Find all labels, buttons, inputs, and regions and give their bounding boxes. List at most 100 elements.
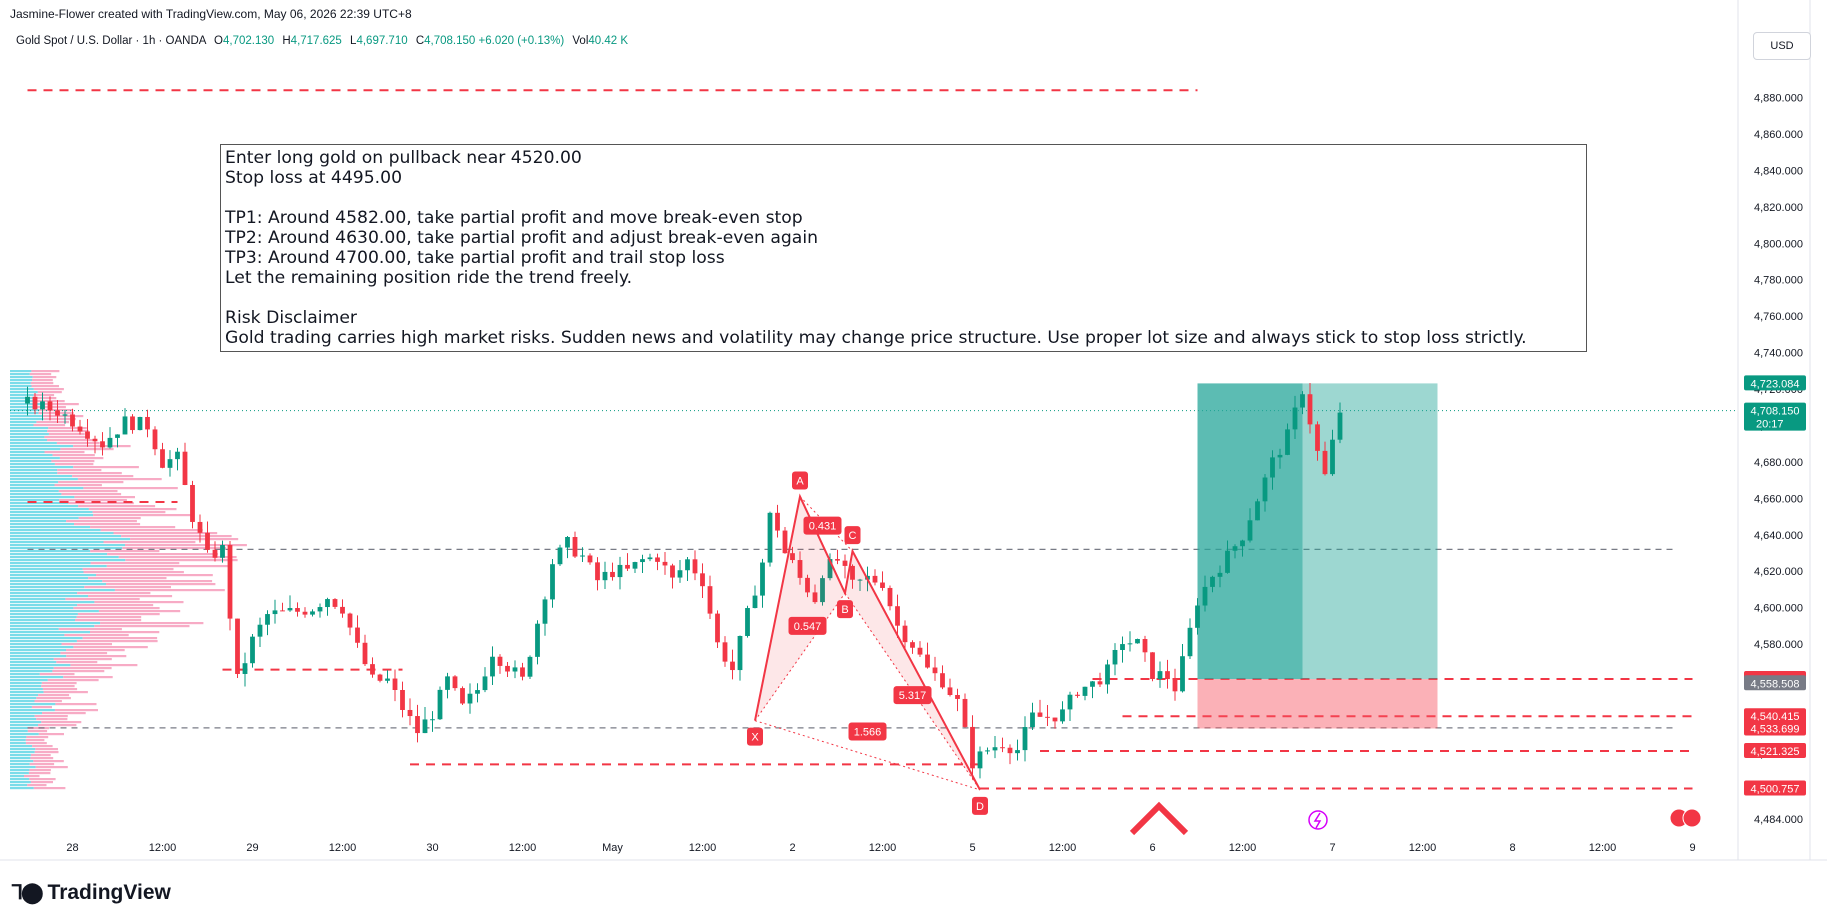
y-tick-label: 4,780.000 [1754, 275, 1803, 287]
y-tick-label: 4,800.000 [1754, 238, 1803, 250]
candle-body [572, 537, 578, 557]
price-label-countdown: 20:17 [1756, 419, 1784, 431]
profile-bar-down [100, 622, 204, 625]
candle-body [295, 608, 300, 612]
profile-bar-down [77, 478, 162, 481]
profile-bar-up [10, 709, 55, 712]
candle-body [1232, 546, 1238, 551]
profile-bar-down [54, 463, 94, 466]
profile-bar-down [77, 592, 151, 595]
candle-body [1247, 520, 1253, 541]
profile-bar-up [10, 445, 74, 448]
candle-body [100, 441, 105, 448]
profile-bar-down [70, 664, 138, 667]
price-label-badge [1744, 675, 1806, 691]
profile-bar-down [43, 418, 76, 421]
profile-bar-up [10, 439, 47, 442]
x-tick-label: May [602, 842, 623, 854]
profile-bar-up [10, 664, 71, 667]
pattern-point-badge [972, 796, 988, 815]
candle-body [647, 557, 653, 560]
candle-body [1030, 712, 1035, 728]
candle-body [850, 565, 855, 580]
volume-profile [10, 370, 247, 790]
profile-bar-up [10, 370, 32, 373]
profile-bar-down [27, 784, 47, 787]
profile-bar-up [10, 469, 58, 472]
profile-bar-up [10, 640, 77, 643]
profile-bar-down [25, 739, 45, 742]
profile-bar-up [10, 721, 42, 724]
candle-body [700, 573, 705, 587]
profile-bar-up [10, 535, 122, 538]
candle-body [332, 599, 338, 607]
candle-body [1195, 605, 1200, 628]
tradingview-brand: ⅂⬤ TradingView [12, 880, 171, 905]
candle-body [512, 667, 518, 672]
candle-body [970, 726, 975, 769]
candle-body [1210, 576, 1215, 587]
candle-body [1262, 477, 1268, 502]
candle-body [640, 559, 645, 563]
xabcd-pattern[interactable]: X A B C D 0.431 0.547 5.317 1.566 [747, 471, 988, 815]
profile-bar-down [35, 766, 68, 769]
candle-body [370, 664, 375, 675]
pattern-point-badge [844, 526, 861, 545]
open-label: O [214, 35, 223, 47]
profile-bar-down [29, 763, 55, 766]
profile-bar-up [10, 724, 38, 727]
profile-bar-down [63, 676, 113, 679]
candle-body [655, 557, 660, 562]
profile-bar-down [41, 682, 77, 685]
candle-body [707, 586, 713, 614]
profile-bar-down [41, 685, 75, 688]
profile-bar-down [75, 619, 142, 622]
candle-body [812, 592, 818, 603]
candle-body [317, 607, 323, 612]
profile-bar-up [10, 589, 115, 592]
profile-bar-down [36, 718, 68, 721]
candle-body [1120, 644, 1125, 650]
candle-body [385, 678, 390, 681]
note-line: TP3: Around 4700.00, take partial profit… [225, 248, 725, 268]
candle-body [610, 571, 615, 578]
profile-bar-down [82, 637, 158, 640]
profile-bar-up [10, 547, 123, 550]
candle-body [47, 401, 53, 411]
candle-body [272, 610, 278, 615]
profile-bar-up [10, 739, 26, 742]
candle-body [880, 582, 885, 588]
profile-bar-down [36, 421, 70, 424]
profile-bar-up [10, 634, 65, 637]
price-label-badge [1744, 720, 1806, 736]
candle-body [587, 555, 593, 563]
candle-body [347, 613, 353, 628]
profile-bar-up [10, 532, 114, 535]
profile-bar-up [10, 493, 62, 496]
pattern-triangle-xab [755, 496, 845, 721]
profile-bar-up [10, 706, 32, 709]
candle-body [1255, 501, 1260, 521]
candle-body [617, 564, 623, 578]
candle-body [1277, 454, 1283, 458]
candle-body [1000, 747, 1005, 749]
candle-body [955, 694, 960, 699]
profile-bar-down [78, 505, 156, 508]
candle-body [445, 676, 450, 690]
note-line: Enter long gold on pullback near 4520.00 [225, 148, 582, 168]
profile-bar-down [30, 781, 53, 784]
profile-bar-down [114, 589, 225, 592]
candle-body [722, 642, 728, 662]
candle-body [145, 416, 150, 430]
profile-bar-down [90, 550, 160, 553]
profile-bar-down [47, 679, 99, 682]
trade-plan-note[interactable]: Enter long gold on pullback near 4520.00… [220, 144, 1587, 352]
currency-button[interactable]: USD [1753, 32, 1811, 60]
profile-bar-up [10, 568, 83, 571]
profile-bar-up [10, 481, 59, 484]
profile-bar-down [27, 730, 48, 733]
profile-bar-up [10, 490, 59, 493]
long-position-tool[interactable] [1197, 383, 1438, 729]
profile-bar-down [77, 613, 160, 616]
